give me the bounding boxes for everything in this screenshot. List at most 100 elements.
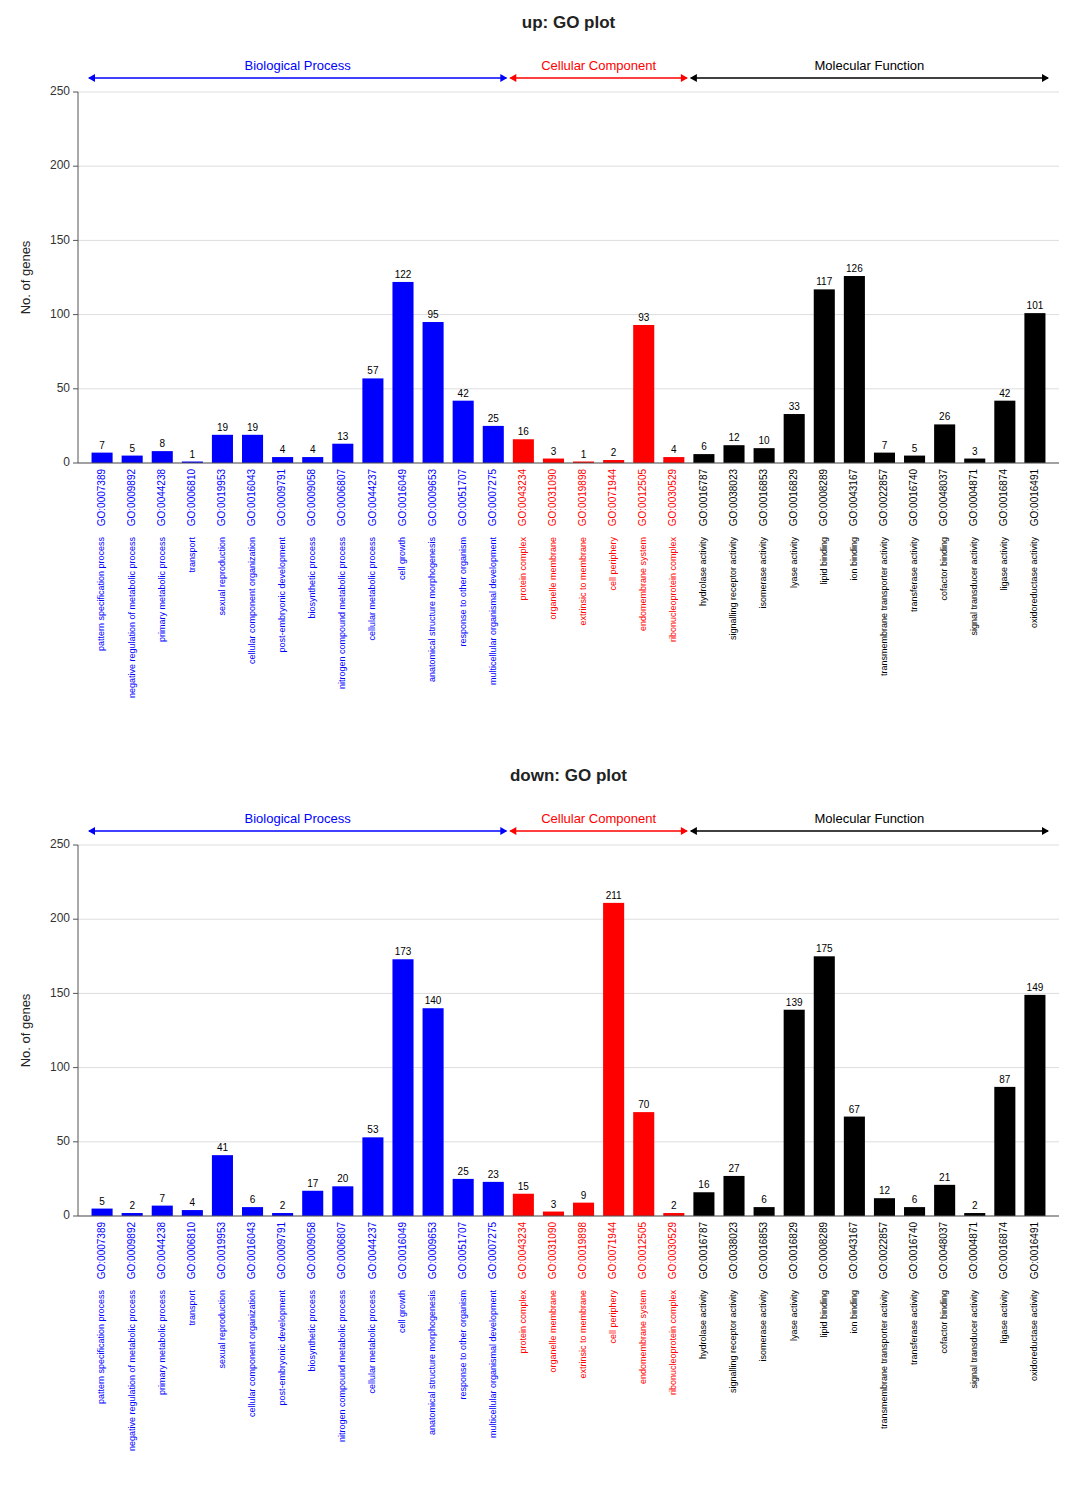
data-label: 5 <box>912 443 918 454</box>
y-tick <box>73 92 78 93</box>
x-tick-label: GO:0007389 <box>96 1222 107 1280</box>
arrow-head <box>500 827 507 835</box>
bar <box>784 414 805 463</box>
x-tick-label: GO:0016043 <box>246 1222 257 1280</box>
group-label: Cellular Component <box>541 58 656 73</box>
data-label: 2 <box>671 1200 677 1211</box>
x-tick-label: GO:0009653 <box>427 469 438 527</box>
category-description: multicellular organismal development <box>488 537 498 686</box>
bar <box>874 1198 895 1216</box>
bar <box>92 453 113 463</box>
data-label: 15 <box>518 1181 530 1192</box>
category-description: ligase activity <box>999 537 1009 591</box>
data-label: 23 <box>488 1169 500 1180</box>
x-tick-label: GO:0031090 <box>547 1222 558 1280</box>
data-label: 7 <box>99 440 105 451</box>
bar <box>362 1137 383 1216</box>
data-label: 7 <box>882 440 888 451</box>
x-tick-label: GO:0016491 <box>1029 469 1040 527</box>
bar <box>754 1207 775 1216</box>
bar <box>964 459 985 463</box>
category-description: transferase activity <box>909 537 919 613</box>
grid-line <box>78 166 1059 167</box>
group-arrow <box>89 77 506 79</box>
group-annotation: Molecular Function <box>690 811 1049 835</box>
category-description: biosynthetic process <box>307 1290 317 1372</box>
bar <box>814 956 835 1216</box>
x-tick-label: GO:0009058 <box>306 469 317 527</box>
category-description: cell growth <box>397 1290 407 1333</box>
x-tick-label: GO:0022857 <box>878 469 889 527</box>
x-tick-label: GO:0019898 <box>577 1222 588 1280</box>
y-tick-label: 50 <box>57 381 71 395</box>
data-label: 4 <box>671 444 677 455</box>
grid-line <box>78 919 1059 920</box>
x-axis-line <box>78 1216 1059 1217</box>
data-label: 2 <box>129 1200 135 1211</box>
x-tick-label: GO:0007389 <box>96 469 107 527</box>
arrow-head <box>88 74 95 82</box>
category-description: isomerase activity <box>758 537 768 609</box>
x-tick-label: GO:0019953 <box>216 1222 227 1280</box>
data-label: 70 <box>638 1099 650 1110</box>
category-description: anatomical structure morphogenesis <box>427 1290 437 1436</box>
bar <box>934 1185 955 1216</box>
x-tick-label: GO:0044237 <box>367 1222 378 1280</box>
x-tick-label: GO:0043167 <box>848 469 859 527</box>
data-label: 17 <box>307 1178 319 1189</box>
x-tick-label: GO:0016787 <box>698 469 709 527</box>
bar <box>693 1192 714 1216</box>
bar <box>242 1207 263 1216</box>
bar <box>302 457 323 463</box>
bar <box>874 453 895 463</box>
data-label: 9 <box>581 1190 587 1201</box>
category-description: cell periphery <box>608 1290 618 1344</box>
x-tick-label: GO:0044238 <box>156 469 167 527</box>
category-description: signalling receptor activity <box>728 1290 738 1394</box>
x-tick-label: GO:0004871 <box>968 469 979 527</box>
data-label: 16 <box>698 1179 710 1190</box>
x-tick-label: GO:0016740 <box>908 469 919 527</box>
bar <box>513 439 534 463</box>
bar <box>1024 995 1045 1216</box>
x-tick-label: GO:0043234 <box>517 1222 528 1280</box>
arrow-head <box>1042 74 1049 82</box>
grid-line <box>78 92 1059 93</box>
category-description: isomerase activity <box>758 1290 768 1362</box>
bar <box>272 457 293 463</box>
y-tick <box>73 993 78 994</box>
bar <box>392 959 413 1216</box>
x-tick-label: GO:0006810 <box>186 1222 197 1280</box>
group-arrow <box>691 830 1048 832</box>
chart-title: up: GO plot <box>522 13 616 32</box>
bar <box>663 457 684 463</box>
x-tick-label: GO:0048037 <box>938 469 949 527</box>
arrow-head <box>690 74 697 82</box>
data-label: 16 <box>518 426 530 437</box>
bar <box>122 456 143 463</box>
group-arrow <box>89 830 506 832</box>
data-label: 149 <box>1027 982 1044 993</box>
bar <box>543 459 564 463</box>
category-description: cellular component organization <box>247 1290 257 1417</box>
bar <box>844 1117 865 1216</box>
bar <box>934 424 955 463</box>
category-description: cofactor binding <box>939 537 949 601</box>
group-annotation: Molecular Function <box>690 58 1049 82</box>
arrow-head <box>500 74 507 82</box>
bar <box>152 451 173 463</box>
x-tick-label: GO:0043167 <box>848 1222 859 1280</box>
x-tick-label: GO:0038023 <box>728 1222 739 1280</box>
category-description: hydrolase activity <box>698 537 708 607</box>
data-label: 87 <box>999 1074 1011 1085</box>
data-label: 20 <box>337 1173 349 1184</box>
y-tick-label: 150 <box>50 233 70 247</box>
data-label: 4 <box>280 444 286 455</box>
x-tick-label: GO:0012505 <box>637 1222 648 1280</box>
bar <box>362 378 383 463</box>
bar <box>814 289 835 463</box>
chart-title: down: GO plot <box>510 766 627 785</box>
y-tick <box>73 388 78 389</box>
group-arrow <box>510 77 687 79</box>
bar <box>994 401 1015 463</box>
